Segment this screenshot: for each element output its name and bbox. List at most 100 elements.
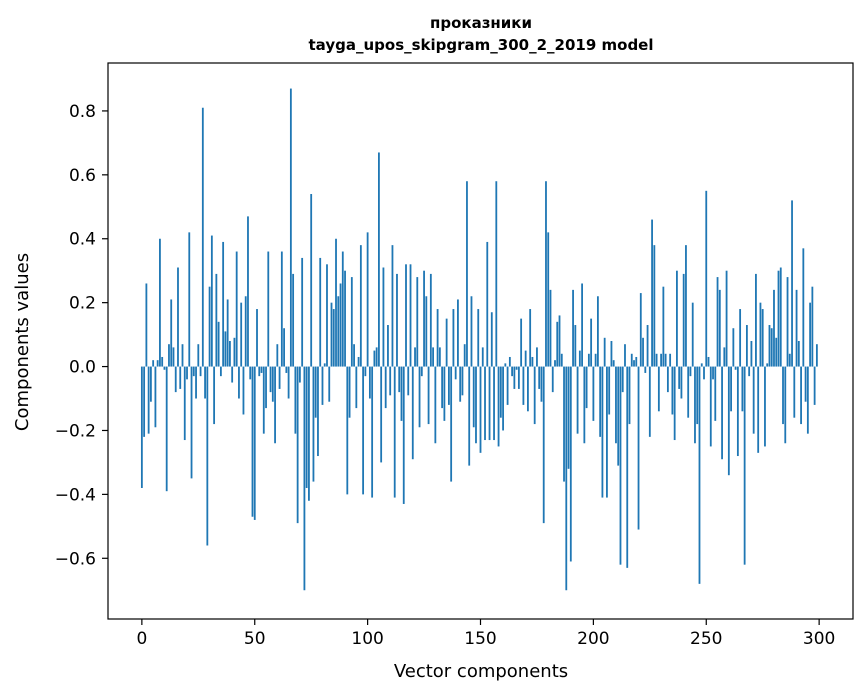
x-tick-label-300: 300 <box>803 629 835 649</box>
bar-250 <box>705 190 708 367</box>
bar-283 <box>779 267 782 367</box>
bar-67 <box>292 273 295 367</box>
bar-184 <box>556 321 559 367</box>
bar-42 <box>235 251 238 367</box>
y-axis: −0.6 −0.4 −0.2 0.0 0.2 0.4 0.6 0.8 <box>55 102 108 569</box>
bar-233 <box>666 366 669 393</box>
bar-21 <box>188 232 191 367</box>
y-tick-label-7: 0.8 <box>69 102 96 122</box>
bar-11 <box>165 366 168 492</box>
bar-177 <box>540 366 543 402</box>
bar-112 <box>393 366 396 498</box>
bar-214 <box>624 344 626 367</box>
bar-113 <box>396 273 398 367</box>
bar-197 <box>585 366 588 409</box>
bar-116 <box>402 366 405 504</box>
bar-187 <box>563 366 565 482</box>
bar-133 <box>441 366 444 409</box>
bar-75 <box>310 194 313 367</box>
bar-140 <box>457 299 459 367</box>
bar-257 <box>721 366 723 460</box>
bar-205 <box>603 337 606 367</box>
bar-299 <box>815 344 818 367</box>
bar-155 <box>490 312 493 367</box>
bar-273 <box>757 366 760 453</box>
bar-93 <box>350 277 353 367</box>
bar-48 <box>249 366 252 380</box>
bar-223 <box>644 366 647 373</box>
bar-284 <box>782 366 784 425</box>
bar-168 <box>520 318 523 367</box>
bar-235 <box>671 366 674 415</box>
bar-28 <box>204 366 206 399</box>
bar-55 <box>265 366 267 409</box>
bar-101 <box>368 366 371 399</box>
bar-160 <box>502 366 504 431</box>
bar-261 <box>730 366 732 412</box>
bar-143 <box>463 344 466 367</box>
bar-95 <box>355 366 358 409</box>
bar-244 <box>691 302 694 367</box>
bar-68 <box>294 366 297 434</box>
bar-225 <box>648 366 651 437</box>
bar-45 <box>242 366 245 415</box>
bar-127 <box>427 366 430 425</box>
bar-193 <box>576 366 579 434</box>
bar-264 <box>736 366 739 457</box>
bar-130 <box>434 366 437 444</box>
bar-164 <box>511 366 514 377</box>
bar-40 <box>231 366 234 383</box>
bar-286 <box>786 277 789 367</box>
bar-166 <box>515 366 518 370</box>
bar-97 <box>359 245 362 367</box>
bar-65 <box>287 366 290 399</box>
bar-145 <box>468 366 471 466</box>
bar-18 <box>181 344 184 367</box>
bar-27 <box>201 107 204 367</box>
bar-13 <box>170 299 173 367</box>
bar-81 <box>323 363 326 367</box>
bar-173 <box>531 356 534 367</box>
bar-53 <box>260 366 263 373</box>
bar-246 <box>696 366 699 425</box>
bar-86 <box>335 238 337 367</box>
y-tick-label-4: 0.2 <box>69 294 96 314</box>
bar-84 <box>330 302 333 367</box>
bar-222 <box>642 337 644 367</box>
bar-230 <box>660 353 663 367</box>
bar-111 <box>391 245 394 367</box>
bar-219 <box>635 356 638 367</box>
bar-218 <box>633 360 635 367</box>
bar-153 <box>486 241 489 367</box>
bar-298 <box>813 366 816 405</box>
bar-7 <box>156 360 159 367</box>
bar-297 <box>811 286 814 367</box>
bar-134 <box>443 366 446 421</box>
bar-281 <box>775 337 778 367</box>
bar-62 <box>280 251 283 367</box>
bar-92 <box>348 366 351 418</box>
bar-9 <box>161 356 164 367</box>
bar-178 <box>542 366 545 524</box>
bar-131 <box>436 309 439 367</box>
bar-71 <box>301 257 304 367</box>
bar-269 <box>748 366 751 377</box>
bar-23 <box>192 366 195 377</box>
bar-88 <box>339 283 342 367</box>
bar-211 <box>617 366 620 466</box>
bar-154 <box>488 366 491 441</box>
bar-73 <box>305 366 308 488</box>
bar-0 <box>140 366 143 488</box>
bar-4 <box>149 366 152 402</box>
bar-54 <box>262 366 265 434</box>
bar-195 <box>581 283 583 367</box>
bar-232 <box>664 353 667 367</box>
bar-34 <box>217 321 220 367</box>
bar-146 <box>470 296 473 367</box>
bar-172 <box>529 309 532 367</box>
y-tick-label-3: 0.0 <box>69 358 96 378</box>
bar-104 <box>375 347 378 367</box>
bar-238 <box>678 366 681 389</box>
y-tick-label-0: −0.6 <box>55 549 96 569</box>
